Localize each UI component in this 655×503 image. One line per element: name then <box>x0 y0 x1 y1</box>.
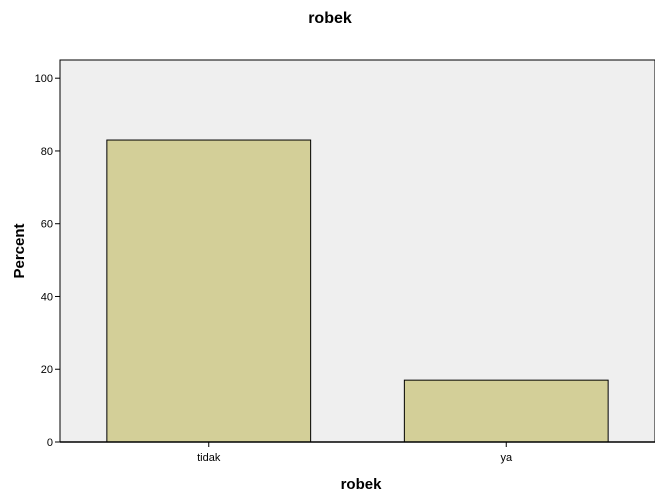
y-axis-ticks: 0 20 40 60 80 100 <box>35 73 60 449</box>
y-tick-label: 100 <box>35 73 53 85</box>
x-tick-label: ya <box>500 452 513 464</box>
x-axis-ticks: tidak ya <box>197 442 513 464</box>
chart-title: robek <box>308 10 352 27</box>
x-tick-label: tidak <box>197 452 221 464</box>
y-tick-label: 0 <box>47 437 53 449</box>
bar-ya <box>403 379 609 443</box>
x-axis-title: robek <box>341 476 383 493</box>
bar-tidak <box>106 139 312 443</box>
y-tick-label: 60 <box>41 219 53 231</box>
y-tick-label: 80 <box>41 146 53 158</box>
y-tick-label: 20 <box>41 364 53 376</box>
y-tick-label: 40 <box>41 291 53 303</box>
y-axis-title: Percent <box>11 223 28 278</box>
